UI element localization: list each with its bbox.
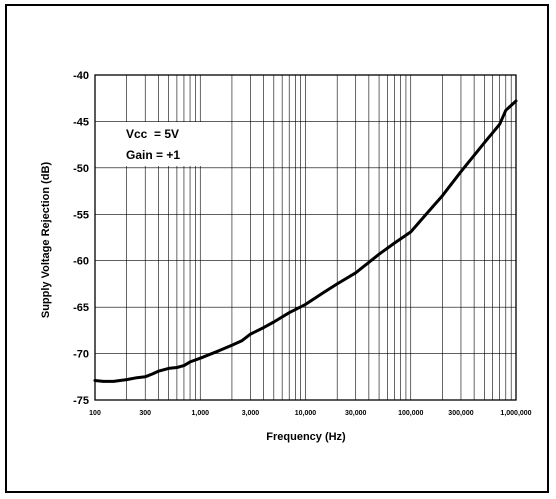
x-tick-label: 1,000 [191,410,209,417]
plot-area [94,74,517,401]
y-axis-label: Supply Voltage Rejection (dB) [40,162,52,319]
annotation-vcc: Vcc = 5V [126,127,179,141]
y-tick-label: -45 [73,116,89,128]
y-tick-label: -50 [73,163,89,175]
series-line [93,99,518,383]
x-tick-label: 100 [89,410,101,417]
x-tick-label: 100,000 [398,410,423,417]
series-group [93,99,518,383]
annotation-background [118,122,202,166]
y-tick-label: -70 [73,349,89,361]
annotation-gain: Gain = +1 [126,148,180,162]
x-tick-label: 10,000 [295,410,317,417]
y-tick-labels: -40 -45 -50 -55 -60 -65 -70 -75 [73,70,89,407]
x-tick-label: 300 [139,410,151,417]
y-tick-label: -65 [73,302,89,314]
x-tick-labels: 100 300 1,000 3,000 10,000 30,000 100,000 300,0… [89,410,532,417]
x-tick-label: 30,000 [345,410,367,417]
x-tick-label: 1,000,000 [500,410,531,417]
y-tick-label: -60 [73,256,89,268]
y-tick-label: -75 [73,395,89,407]
y-tick-label: -55 [73,209,89,221]
x-tick-label: 300,000 [448,410,473,417]
x-axis-label: Frequency (Hz) [266,431,346,443]
y-tick-label: -40 [73,70,89,82]
x-tick-label: 3,000 [242,410,260,417]
chart-frame [5,4,549,493]
